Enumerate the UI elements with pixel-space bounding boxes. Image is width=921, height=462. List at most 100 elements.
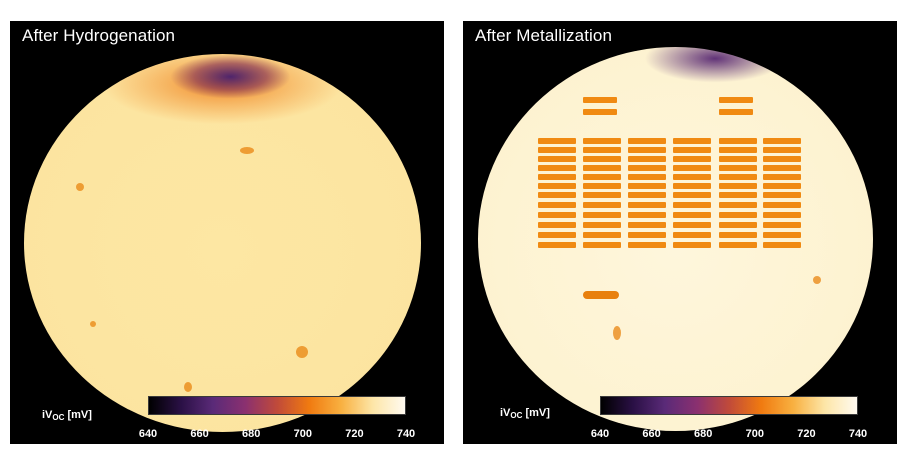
defect-spot [613, 326, 621, 340]
colorbar-tick: 740 [396, 428, 416, 440]
grid-finger [719, 174, 757, 180]
grid-finger [538, 202, 576, 208]
grid-finger [583, 242, 621, 248]
grid-finger [719, 165, 757, 171]
grid-finger [583, 97, 617, 103]
grid-finger [719, 156, 757, 162]
grid-finger [628, 232, 666, 238]
grid-finger [673, 222, 711, 228]
grid-finger [673, 232, 711, 238]
grid-finger [583, 174, 621, 180]
grid-finger [719, 222, 757, 228]
colorbar-tick: 720 [345, 428, 364, 440]
grid-finger [628, 192, 666, 198]
grid-finger [583, 192, 621, 198]
grid-finger [719, 202, 757, 208]
defect-spot [296, 346, 308, 358]
panel-title: After Hydrogenation [22, 26, 176, 45]
grid-finger [538, 232, 576, 238]
grid-finger [628, 222, 666, 228]
grid-finger [763, 183, 801, 189]
colorbar-tick: 660 [642, 428, 661, 440]
colorbar-tick: 640 [590, 428, 610, 440]
grid-finger [628, 156, 666, 162]
defect-spot [184, 382, 192, 392]
grid-finger [538, 183, 576, 189]
grid-finger [673, 192, 711, 198]
grid-finger [763, 222, 801, 228]
grid-finger [538, 222, 576, 228]
grid-finger [628, 212, 666, 218]
metal-pad [583, 291, 619, 299]
colorbar-label: iVOC [mV] [42, 409, 92, 422]
panel-after-hydrogenation: After Hydrogenation iVOC [mV] 640 660 68… [10, 21, 444, 444]
grid-finger [628, 138, 666, 144]
colorbar-tick: 680 [694, 428, 713, 440]
grid-finger [673, 174, 711, 180]
grid-finger [538, 242, 576, 248]
defect-spot [90, 321, 96, 327]
grid-finger [628, 242, 666, 248]
grid-finger [538, 138, 576, 144]
grid-finger [538, 192, 576, 198]
grid-finger [719, 212, 757, 218]
grid-finger [673, 242, 711, 248]
colorbar [600, 396, 858, 415]
colorbar [148, 396, 406, 415]
colorbar-ticks: 640 660 680 700 720 740 [591, 428, 897, 442]
grid-finger [538, 156, 576, 162]
grid-finger [583, 138, 621, 144]
grid-finger [583, 183, 621, 189]
grid-finger [583, 212, 621, 218]
colorbar-tick: 740 [848, 428, 868, 440]
grid-finger [538, 212, 576, 218]
colorbar-tick: 660 [190, 428, 209, 440]
grid-finger [583, 202, 621, 208]
grid-finger [719, 147, 757, 153]
defect-spot [813, 276, 821, 284]
colorbar-ticks: 640 660 680 700 720 740 [139, 428, 444, 442]
defect-spot [240, 147, 254, 154]
grid-finger [763, 192, 801, 198]
colorbar-tick: 720 [797, 428, 816, 440]
grid-finger [538, 165, 576, 171]
colorbar-tick: 680 [242, 428, 261, 440]
grid-finger [628, 165, 666, 171]
grid-finger [673, 147, 711, 153]
grid-finger [628, 147, 666, 153]
colorbar-label: iVOC [mV] [500, 407, 550, 420]
grid-finger [763, 138, 801, 144]
colorbar-tick: 640 [138, 428, 158, 440]
grid-finger [583, 109, 617, 115]
panel-after-metallization: After Metallization iVOC [mV] 640 660 68… [463, 21, 897, 444]
colorbar-tick: 700 [293, 428, 312, 440]
grid-finger [628, 202, 666, 208]
grid-finger [763, 165, 801, 171]
grid-finger [673, 156, 711, 162]
colorbar-tick: 700 [745, 428, 764, 440]
grid-finger [719, 109, 753, 115]
grid-finger [673, 138, 711, 144]
grid-finger [583, 232, 621, 238]
defect-spot [76, 183, 84, 191]
grid-finger [763, 232, 801, 238]
grid-finger [538, 174, 576, 180]
grid-finger [583, 156, 621, 162]
grid-finger [719, 242, 757, 248]
grid-finger [719, 232, 757, 238]
grid-finger [763, 212, 801, 218]
grid-finger [583, 165, 621, 171]
grid-finger [673, 202, 711, 208]
wafer-image-metallization [478, 47, 873, 431]
grid-finger [763, 242, 801, 248]
grid-finger [628, 183, 666, 189]
grid-finger [538, 147, 576, 153]
grid-finger [673, 165, 711, 171]
grid-finger [763, 202, 801, 208]
grid-finger [628, 174, 666, 180]
wafer-image-hydrogenation [24, 54, 421, 432]
grid-finger [673, 183, 711, 189]
grid-finger [719, 138, 757, 144]
grid-finger [763, 174, 801, 180]
grid-finger [763, 156, 801, 162]
